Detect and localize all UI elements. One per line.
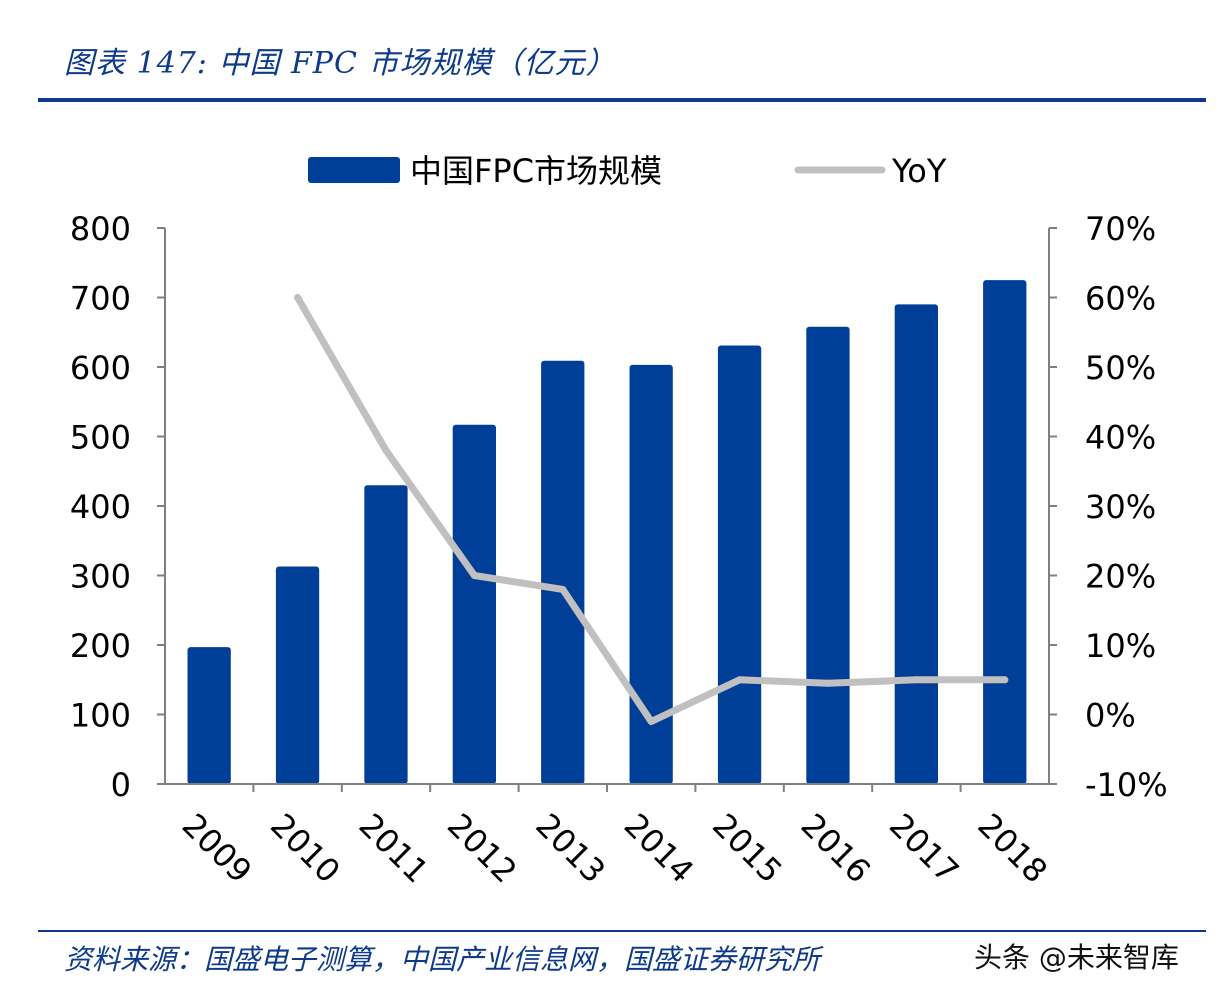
left-tick-label-600: 600: [70, 349, 131, 387]
footer-divider: [38, 930, 1206, 932]
left-tick-label-200: 200: [70, 627, 131, 665]
right-tick-label-60%: 60%: [1085, 280, 1156, 318]
chart-title: 图表 147: 中国 FPC 市场规模（亿元）: [64, 46, 617, 81]
yoy-point-2010: [294, 294, 302, 301]
right-tick-label-40%: 40%: [1085, 419, 1156, 457]
left-tick-label-800: 800: [70, 210, 131, 248]
right-tick-label--10%: -10%: [1085, 766, 1168, 804]
bar-2018: [983, 280, 1027, 784]
bar-2017: [894, 304, 938, 784]
bar-2009: [187, 647, 231, 784]
yoy-point-2014: [647, 718, 655, 725]
bar-2016: [806, 326, 850, 784]
x-tick-label-2016: 2016: [794, 806, 878, 890]
left-tick-label-500: 500: [70, 419, 131, 457]
right-tick-label-0%: 0%: [1085, 697, 1136, 735]
bar-2012: [452, 424, 496, 784]
left-tick-label-100: 100: [70, 697, 131, 735]
left-tick-label-0: 0: [111, 766, 131, 804]
x-tick-label-2017: 2017: [882, 806, 966, 890]
bar-2014: [629, 364, 673, 784]
x-tick-label-2014: 2014: [617, 806, 701, 890]
title-divider: [38, 98, 1206, 102]
x-tick-label-2009: 2009: [175, 806, 259, 890]
yoy-point-2015: [736, 676, 744, 684]
left-tick-label-700: 700: [70, 280, 131, 318]
x-tick-label-2013: 2013: [528, 806, 612, 890]
axes: [157, 227, 1057, 792]
yoy-point-2016: [824, 679, 832, 687]
right-tick-label-10%: 10%: [1085, 627, 1156, 665]
bar-2015: [717, 345, 762, 784]
legend-label-bar: 中国FPC市场规模: [410, 152, 662, 190]
legend-label-line: YoY: [891, 152, 947, 190]
left-tick-label-300: 300: [70, 558, 131, 596]
bar-2013: [541, 360, 585, 784]
yoy-line-series: [294, 294, 1009, 725]
right-tick-label-30%: 30%: [1085, 488, 1156, 526]
left-tick-label-400: 400: [70, 488, 131, 526]
bar-series: [187, 280, 1027, 784]
x-tick-label-2012: 2012: [440, 806, 524, 890]
right-tick-label-50%: 50%: [1085, 349, 1156, 387]
yoy-point-2011: [382, 446, 390, 454]
legend: 中国FPC市场规模 YoY: [308, 152, 947, 190]
bar-2010: [275, 566, 320, 784]
right-tick-label-20%: 20%: [1085, 558, 1156, 596]
watermark: 头条 @未来智库: [966, 934, 1187, 978]
yoy-point-2018: [1001, 676, 1009, 684]
legend-swatch-bar: [308, 157, 400, 183]
right-tick-label-70%: 70%: [1085, 210, 1156, 248]
x-tick-label-2018: 2018: [970, 806, 1054, 890]
x-tick-label-2015: 2015: [705, 806, 789, 890]
yoy-point-2012: [470, 572, 478, 579]
yoy-point-2013: [559, 585, 567, 593]
yoy-point-2017: [912, 676, 920, 684]
x-tick-label-2010: 2010: [263, 806, 347, 890]
x-tick-label-2011: 2011: [352, 806, 436, 890]
source-note: 资料来源：国盛电子测算，中国产业信息网，国盛证券研究所: [64, 943, 821, 976]
bar-2011: [364, 485, 408, 784]
